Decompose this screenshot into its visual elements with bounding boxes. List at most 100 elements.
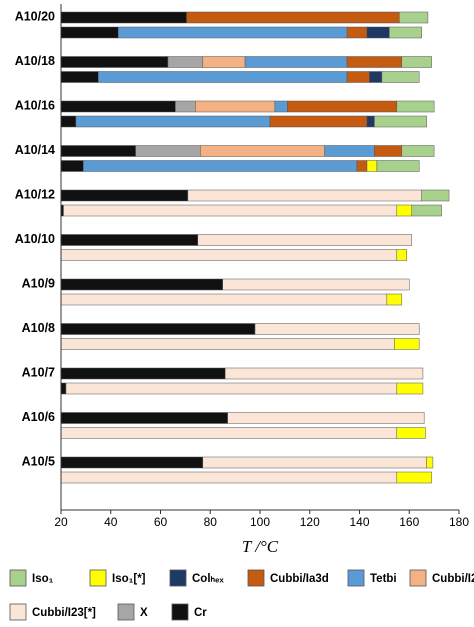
phase-segment <box>389 26 422 39</box>
phase-segment <box>324 145 375 157</box>
x-tick-label: 100 <box>250 515 270 529</box>
category-label: A10/20 <box>15 9 55 23</box>
legend-swatch <box>117 603 135 621</box>
phase-segment <box>60 189 189 202</box>
x-tick-label: 120 <box>300 515 320 529</box>
category-label: A10/10 <box>15 232 55 246</box>
phase-segment <box>186 11 400 24</box>
phase-segment <box>175 100 196 113</box>
phase-segment <box>369 71 383 83</box>
phase-segment <box>269 115 368 128</box>
legend-label: Iso₁ <box>32 573 54 585</box>
phase-segment <box>394 338 420 350</box>
x-tick-label: 160 <box>399 515 419 529</box>
phase-segment <box>386 293 403 306</box>
phase-segment <box>401 145 435 157</box>
legend-swatch <box>9 569 27 587</box>
phase-segment <box>65 382 398 395</box>
phase-segment <box>60 382 67 395</box>
phase-segment <box>376 160 420 172</box>
x-tick-label: 40 <box>104 515 118 529</box>
phase-segment <box>411 204 442 217</box>
phase-segment <box>366 160 378 172</box>
x-tick-label: 140 <box>349 515 369 529</box>
legend-label: Cubbi/I23 <box>432 573 474 585</box>
x-tick-label: 20 <box>54 515 68 529</box>
phase-segment <box>346 26 368 39</box>
phase-segment <box>224 367 424 380</box>
legend-swatch <box>169 569 187 587</box>
category-label: A10/5 <box>22 454 55 468</box>
phase-segment <box>60 11 187 24</box>
phase-segment <box>75 115 271 128</box>
phase-segment <box>195 100 276 113</box>
phase-segment <box>374 115 427 128</box>
phase-segment <box>60 412 228 424</box>
phase-segment <box>98 71 348 83</box>
phase-segment <box>60 471 398 484</box>
phase-segment <box>60 323 256 335</box>
phase-segment <box>83 160 358 172</box>
phase-segment <box>396 427 426 439</box>
legend-label: X <box>140 607 148 619</box>
phase-segment <box>60 56 169 68</box>
phase-segment <box>200 145 325 157</box>
phase-segment <box>60 115 77 128</box>
category-label: A10/9 <box>22 276 55 290</box>
legend-label: Cubbi/Ia3d <box>270 573 329 585</box>
category-label: A10/16 <box>15 98 55 112</box>
phase-segment <box>60 234 199 246</box>
phase-segment <box>381 71 420 83</box>
phase-segment <box>399 11 429 24</box>
category-label: A10/14 <box>15 143 55 157</box>
phase-segment <box>374 145 403 157</box>
legend-swatch <box>9 603 27 621</box>
phase-segment <box>396 382 424 395</box>
phase-segment <box>60 145 136 157</box>
category-label: A10/12 <box>15 187 55 201</box>
phase-segment <box>60 427 398 439</box>
phase-segment <box>254 323 420 335</box>
phase-segment <box>60 367 226 380</box>
phase-segment <box>63 204 398 217</box>
phase-segment <box>396 471 432 484</box>
legend-swatch <box>409 569 427 587</box>
phase-segment <box>60 100 176 113</box>
phase-segment <box>227 412 425 424</box>
phase-segment <box>356 160 368 172</box>
phase-segment <box>396 100 435 113</box>
category-label: A10/8 <box>22 321 55 335</box>
legend-label: Tetbi <box>370 573 397 585</box>
phase-segment <box>60 338 395 350</box>
phase-segment <box>187 189 422 202</box>
phase-segment <box>287 100 398 113</box>
phase-segment <box>366 26 390 39</box>
phase-segment <box>426 456 434 469</box>
phase-segment <box>396 204 412 217</box>
phase-segment <box>366 115 375 128</box>
x-tick-label: 60 <box>154 515 168 529</box>
legend-label: Colₕₑₓ <box>192 573 224 585</box>
phase-segment <box>135 145 201 157</box>
legend-swatch <box>171 603 189 621</box>
phase-segment <box>346 71 370 83</box>
phase-segment <box>60 160 84 172</box>
x-axis-title: T /°C <box>242 537 279 556</box>
legend-label: Cr <box>194 607 207 619</box>
phase-segment <box>396 249 408 261</box>
phase-segment <box>60 293 388 306</box>
phase-segment <box>244 56 348 68</box>
legend-label: Cubbi/I23[*] <box>32 607 96 619</box>
legend-swatch <box>89 569 107 587</box>
phase-segment <box>197 234 412 246</box>
phase-segment <box>60 26 119 39</box>
phase-segment <box>421 189 450 202</box>
phase-segment <box>60 278 223 291</box>
category-label: A10/18 <box>15 54 55 68</box>
phase-segment <box>222 278 410 291</box>
legend-swatch <box>247 569 265 587</box>
phase-segment <box>202 56 246 68</box>
x-tick-label: 180 <box>449 515 469 529</box>
phase-segment <box>60 71 99 83</box>
